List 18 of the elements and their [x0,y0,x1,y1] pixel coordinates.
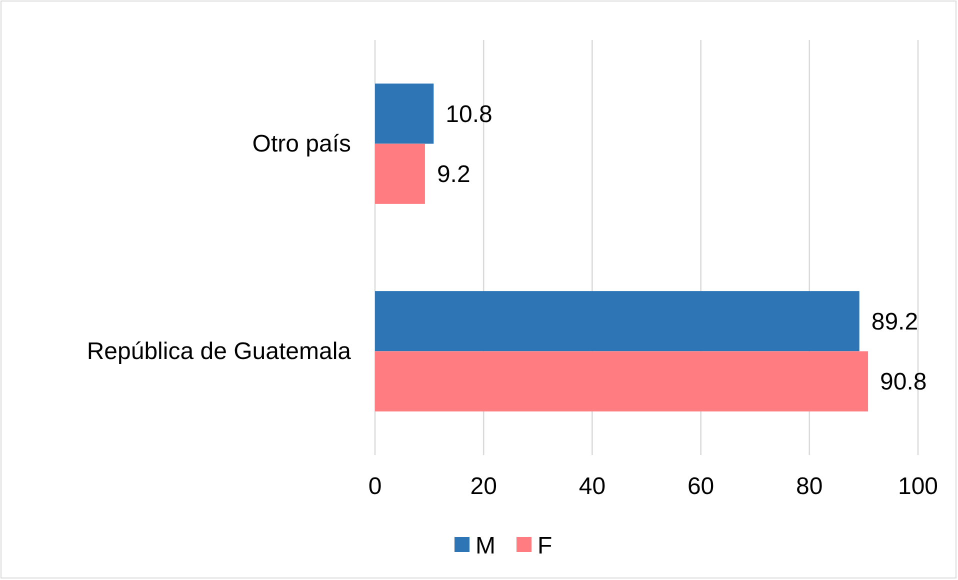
bar [375,351,868,412]
x-tick-label: 20 [470,473,497,500]
bar [375,291,860,352]
legend-label: F [538,532,552,560]
x-tick-label: 40 [578,473,606,500]
x-tick-label: 80 [796,473,823,500]
y-tick-label: Otro país [252,130,351,158]
data-label: 9.2 [436,161,470,188]
data-label: 90.8 [880,368,927,396]
y-tick-label: República de Guatemala [86,338,352,365]
x-tick-label: 60 [687,473,714,500]
legend-label: M [476,532,496,560]
x-tick-label: 100 [898,473,938,500]
x-tick-label: 0 [368,473,382,500]
data-label: 89.2 [871,308,918,336]
bar [375,84,434,144]
data-label: 10.8 [446,101,492,128]
bar [375,144,425,204]
